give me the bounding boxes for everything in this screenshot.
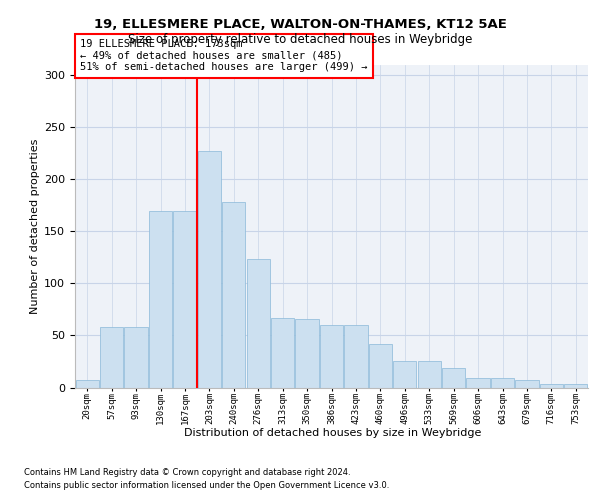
Text: Contains public sector information licensed under the Open Government Licence v3: Contains public sector information licen…: [24, 482, 389, 490]
Bar: [418, 362, 441, 388]
Text: 19 ELLESMERE PLACE: 173sqm
← 49% of detached houses are smaller (485)
51% of sem: 19 ELLESMERE PLACE: 173sqm ← 49% of deta…: [80, 39, 368, 72]
Bar: [173, 210, 197, 388]
Bar: [491, 378, 514, 388]
Bar: [295, 319, 319, 388]
Text: 19, ELLESMERE PLACE, WALTON-ON-THAMES, KT12 5AE: 19, ELLESMERE PLACE, WALTON-ON-THAMES, K…: [94, 18, 506, 30]
Text: Size of property relative to detached houses in Weybridge: Size of property relative to detached ho…: [128, 32, 472, 46]
Bar: [124, 327, 148, 388]
Bar: [100, 327, 123, 388]
Bar: [344, 325, 368, 388]
Bar: [442, 368, 465, 388]
Bar: [320, 325, 343, 388]
Text: Distribution of detached houses by size in Weybridge: Distribution of detached houses by size …: [184, 428, 482, 438]
Bar: [515, 380, 539, 388]
Bar: [564, 384, 587, 388]
Bar: [222, 202, 245, 388]
Text: Contains HM Land Registry data © Crown copyright and database right 2024.: Contains HM Land Registry data © Crown c…: [24, 468, 350, 477]
Y-axis label: Number of detached properties: Number of detached properties: [30, 138, 40, 314]
Bar: [369, 344, 392, 388]
Bar: [271, 318, 294, 388]
Bar: [247, 258, 270, 388]
Bar: [198, 152, 221, 388]
Bar: [540, 384, 563, 388]
Bar: [76, 380, 99, 388]
Bar: [466, 378, 490, 388]
Bar: [149, 210, 172, 388]
Bar: [393, 362, 416, 388]
